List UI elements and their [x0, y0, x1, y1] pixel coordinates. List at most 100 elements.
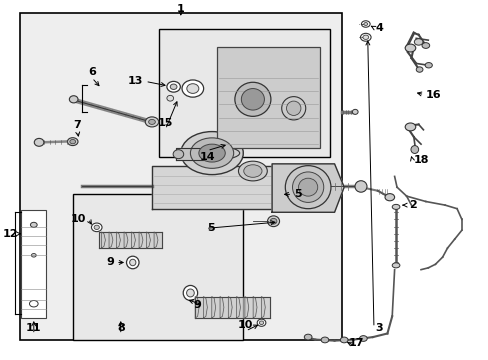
- Polygon shape: [139, 232, 142, 248]
- Ellipse shape: [190, 138, 233, 168]
- Text: 3: 3: [375, 323, 382, 333]
- Ellipse shape: [145, 117, 159, 127]
- Text: 1: 1: [177, 4, 184, 14]
- Bar: [159, 30, 329, 157]
- Ellipse shape: [173, 150, 183, 159]
- Polygon shape: [261, 297, 264, 318]
- Text: 9: 9: [106, 257, 114, 267]
- Ellipse shape: [352, 109, 357, 114]
- Ellipse shape: [340, 337, 347, 343]
- Ellipse shape: [257, 319, 265, 326]
- Text: 2: 2: [408, 200, 416, 210]
- Ellipse shape: [241, 89, 264, 110]
- Text: 8: 8: [117, 324, 124, 333]
- Text: 15: 15: [158, 118, 173, 128]
- Bar: [73, 194, 243, 339]
- Polygon shape: [220, 297, 224, 318]
- Ellipse shape: [359, 336, 366, 341]
- Ellipse shape: [166, 95, 173, 101]
- Ellipse shape: [405, 44, 415, 52]
- Text: 10: 10: [70, 214, 85, 224]
- Bar: [20, 13, 341, 339]
- Ellipse shape: [415, 67, 422, 72]
- Ellipse shape: [238, 161, 267, 181]
- Ellipse shape: [31, 253, 36, 257]
- Text: 9: 9: [193, 300, 201, 310]
- Text: 4: 4: [375, 23, 383, 33]
- Text: 18: 18: [413, 155, 428, 165]
- Ellipse shape: [362, 35, 368, 40]
- Ellipse shape: [69, 96, 78, 103]
- Polygon shape: [176, 148, 209, 160]
- Bar: [216, 47, 320, 148]
- Ellipse shape: [413, 39, 422, 45]
- Polygon shape: [211, 297, 215, 318]
- Text: 14: 14: [199, 152, 215, 162]
- Text: 16: 16: [425, 90, 441, 100]
- Ellipse shape: [243, 165, 262, 177]
- Ellipse shape: [166, 81, 180, 92]
- Ellipse shape: [304, 334, 311, 340]
- Ellipse shape: [360, 33, 370, 41]
- Bar: [21, 211, 46, 318]
- Ellipse shape: [67, 138, 78, 145]
- Ellipse shape: [424, 63, 431, 68]
- Ellipse shape: [234, 82, 270, 116]
- Polygon shape: [124, 232, 128, 248]
- Ellipse shape: [354, 181, 366, 192]
- Ellipse shape: [30, 222, 37, 227]
- Ellipse shape: [170, 84, 177, 89]
- Polygon shape: [228, 297, 232, 318]
- Text: 10: 10: [238, 320, 253, 330]
- Polygon shape: [236, 297, 240, 318]
- Ellipse shape: [186, 84, 199, 93]
- Ellipse shape: [363, 23, 367, 26]
- Ellipse shape: [259, 321, 263, 324]
- Polygon shape: [102, 232, 105, 248]
- Polygon shape: [146, 232, 150, 248]
- Ellipse shape: [183, 285, 197, 301]
- Ellipse shape: [384, 194, 394, 201]
- Ellipse shape: [29, 301, 38, 307]
- Ellipse shape: [94, 225, 99, 229]
- Polygon shape: [195, 297, 199, 318]
- Ellipse shape: [405, 123, 415, 131]
- Ellipse shape: [148, 120, 155, 125]
- Polygon shape: [271, 164, 344, 212]
- Ellipse shape: [182, 80, 203, 97]
- Polygon shape: [195, 297, 269, 318]
- Text: 7: 7: [74, 120, 81, 130]
- Text: 11: 11: [26, 324, 41, 333]
- Polygon shape: [253, 297, 257, 318]
- Ellipse shape: [321, 337, 328, 343]
- Ellipse shape: [285, 166, 330, 209]
- Ellipse shape: [126, 256, 139, 269]
- Text: 12: 12: [3, 229, 19, 239]
- Ellipse shape: [270, 219, 276, 224]
- Ellipse shape: [410, 145, 418, 153]
- Ellipse shape: [199, 144, 225, 162]
- Text: 17: 17: [348, 338, 363, 348]
- Ellipse shape: [391, 204, 399, 210]
- Polygon shape: [109, 232, 113, 248]
- Ellipse shape: [34, 138, 44, 146]
- Polygon shape: [131, 232, 135, 248]
- Polygon shape: [154, 232, 158, 248]
- Ellipse shape: [91, 223, 102, 231]
- Polygon shape: [99, 232, 161, 248]
- Polygon shape: [116, 232, 120, 248]
- Ellipse shape: [286, 101, 300, 116]
- Ellipse shape: [181, 132, 243, 175]
- Text: 6: 6: [88, 67, 96, 77]
- Polygon shape: [152, 166, 320, 209]
- Ellipse shape: [70, 139, 76, 144]
- Ellipse shape: [298, 178, 317, 196]
- Text: 5: 5: [207, 224, 214, 233]
- Ellipse shape: [281, 96, 305, 120]
- Polygon shape: [244, 297, 248, 318]
- Ellipse shape: [184, 146, 239, 160]
- Ellipse shape: [391, 263, 399, 268]
- Ellipse shape: [292, 172, 323, 202]
- Polygon shape: [203, 297, 207, 318]
- Text: 13: 13: [128, 76, 143, 86]
